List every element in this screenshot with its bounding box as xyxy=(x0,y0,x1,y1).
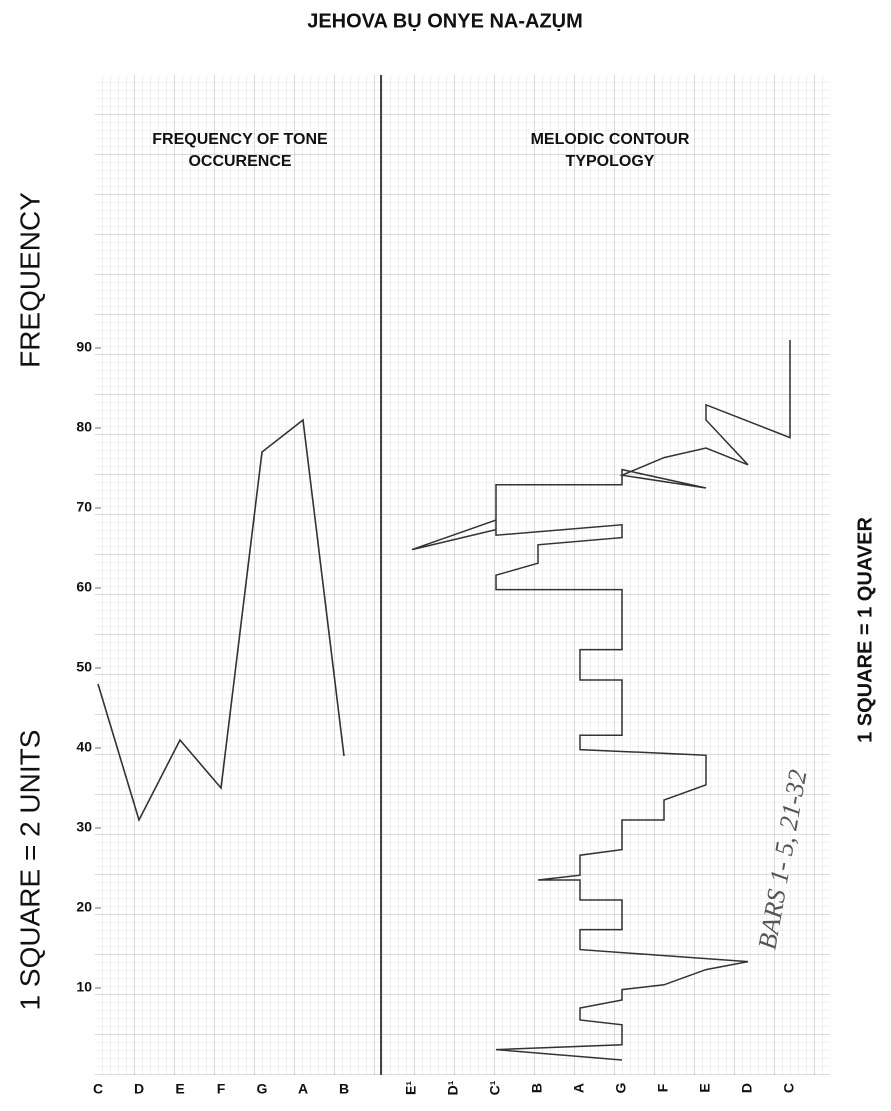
axis-note: 1 SQUARE = 2 UNITS xyxy=(14,730,45,1011)
y-tick-label: 80 xyxy=(76,419,92,435)
x-tick-label: F xyxy=(217,1081,226,1097)
x-tick-label: A xyxy=(571,1083,587,1093)
y-tick-label: 20 xyxy=(76,899,92,915)
y-tick-label: 30 xyxy=(76,819,92,835)
x-tick-label: C¹ xyxy=(487,1080,503,1095)
x-tick-label: G xyxy=(257,1081,268,1097)
y-tick-label: 90 xyxy=(76,339,92,355)
x-tick-label: C xyxy=(93,1081,103,1097)
x-tick-label: E xyxy=(175,1081,184,1097)
x-tick-label: E¹ xyxy=(403,1081,419,1095)
x-tick-label: D xyxy=(134,1081,144,1097)
y-tick-label: 60 xyxy=(76,579,92,595)
x-tick-label: D¹ xyxy=(445,1080,461,1095)
y-tick-label: 70 xyxy=(76,499,92,515)
x-tick-label: D xyxy=(739,1083,755,1093)
x-tick-label: C xyxy=(781,1083,797,1093)
contour-line xyxy=(411,340,791,1061)
axis-note: 1 SQUARE = 1 QUAVER xyxy=(854,517,876,743)
x-tick-label: F xyxy=(655,1083,671,1092)
y-tick-label: 10 xyxy=(76,979,92,995)
panel-title: MELODIC CONTOUR TYPOLOGY xyxy=(531,131,690,170)
x-tick-label: B xyxy=(339,1081,349,1097)
x-tick-label: B xyxy=(529,1083,545,1093)
y-axis-label: FREQUENCY xyxy=(14,192,45,368)
panel-title: FREQUENCY OF TONE OCCURENCE xyxy=(152,131,328,170)
y-tick-label: 40 xyxy=(76,739,92,755)
x-tick-label: E xyxy=(697,1083,713,1092)
y-tick-label: 50 xyxy=(76,659,92,675)
page-title: JEHOVA BỤ ONYE NA-AZỤM xyxy=(307,10,583,32)
graph-paper xyxy=(95,75,830,1075)
line xyxy=(97,418,345,823)
x-tick-label: A xyxy=(298,1081,308,1097)
x-tick-label: G xyxy=(613,1082,629,1093)
